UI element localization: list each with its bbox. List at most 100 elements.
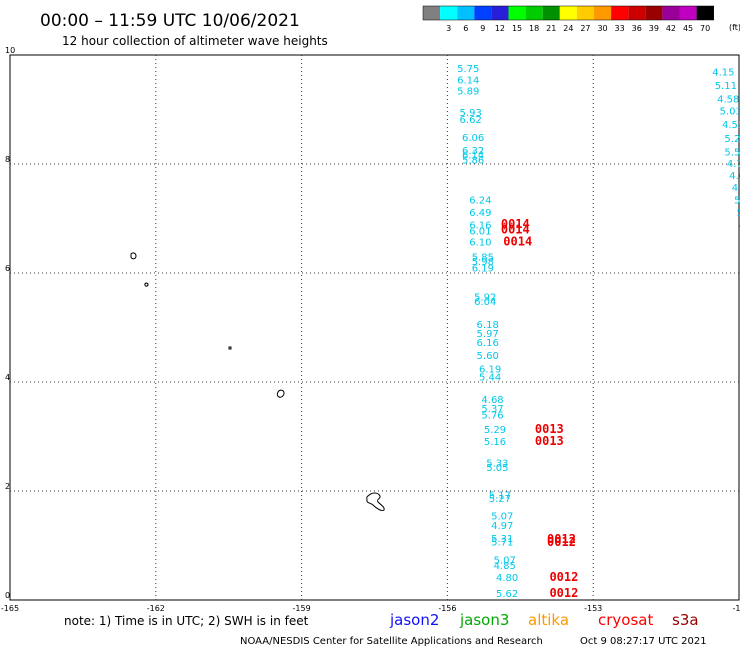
wave-height-label: 6.01 <box>469 226 491 237</box>
wave-height-label: 5.60 <box>477 351 499 362</box>
wave-height-label: 4.97 <box>491 521 513 532</box>
wave-height-label: 5.89 <box>457 86 479 97</box>
wave-height-label: 6.04 <box>474 297 496 308</box>
wave-height-label: 5.93 <box>460 108 482 119</box>
wave-height-label: 6.49 <box>469 208 491 219</box>
wave-height-label: 4.69 <box>729 171 740 182</box>
wave-height-label: 5.27 <box>489 494 511 505</box>
wave-height-label: 6.06 <box>462 133 484 144</box>
island-outline <box>228 346 232 350</box>
wave-height-label: 5.07 <box>494 556 516 567</box>
island-outlines <box>130 252 385 511</box>
wave-height-label: 6.14 <box>462 151 484 162</box>
legend-swatch <box>542 6 560 20</box>
legend-label: 6 <box>463 24 468 33</box>
legend-swatch <box>576 6 594 20</box>
legend-label: 27 <box>580 24 590 33</box>
wave-height-label: 0012 <box>547 535 576 549</box>
y-tick-label: 4 <box>5 373 10 382</box>
legend-border <box>422 5 714 21</box>
wave-height-label: 0014 <box>501 217 530 231</box>
wave-height-label: 5.97 <box>477 329 499 340</box>
wave-height-label: 5.29 <box>484 425 506 436</box>
legend-swatch <box>457 6 475 20</box>
wave-height-label: 5.07 <box>491 512 513 523</box>
wave-height-label: 5.92 <box>474 292 496 303</box>
legend-swatch <box>525 6 543 20</box>
legend-swatch <box>645 6 663 20</box>
timestamp-text: Oct 9 08:27:17 UTC 2021 <box>580 636 707 647</box>
wave-height-label: 0013 <box>535 434 564 448</box>
legend-swatch <box>440 6 458 20</box>
data-points: 5.756.145.895.936.626.066.326.145.866.24… <box>457 64 740 600</box>
wave-height-label: 6.32 <box>462 146 484 157</box>
wave-height-label: 5.23 <box>724 134 740 145</box>
legend-swatch <box>696 6 714 20</box>
chart-subtitle: 12 hour collection of altimeter wave hei… <box>62 34 328 48</box>
legend-label: 33 <box>615 24 625 33</box>
wave-height-label: 5.76 <box>481 411 503 422</box>
island-outline <box>276 389 285 398</box>
wave-height-label: 6.14 <box>457 76 479 87</box>
x-tick-label: -162 <box>147 604 165 613</box>
wave-height-label: 0014 <box>501 222 530 236</box>
satellite-name: altika <box>528 611 569 629</box>
plot-frame <box>9 54 740 601</box>
wave-height-label: 6.16 <box>477 338 499 349</box>
legend-label: 21 <box>546 24 556 33</box>
x-tick-label: -159 <box>293 604 311 613</box>
units-note: note: 1) Time is in UTC; 2) SWH is in fe… <box>64 614 309 628</box>
wave-height-label: 4.80 <box>496 573 518 584</box>
legend-swatch <box>474 6 492 20</box>
y-tick-label: 0 <box>5 591 10 600</box>
wave-height-label: 5.11 <box>715 81 737 92</box>
legend-swatch <box>628 6 646 20</box>
legend-swatch <box>662 6 680 20</box>
legend-swatch <box>611 6 629 20</box>
wave-height-label: 6.19 <box>472 264 494 275</box>
legend-label: 39 <box>649 24 659 33</box>
wave-height-label: 6.19 <box>479 364 501 375</box>
legend-label: 9 <box>480 24 485 33</box>
legend-label: 3 <box>446 24 451 33</box>
legend-swatch <box>679 6 697 20</box>
satellite-name: s3a <box>672 611 699 629</box>
y-tick-label: 10 <box>5 46 15 55</box>
wave-height-label: 5.75 <box>457 64 479 75</box>
legend-label: 45 <box>683 24 693 33</box>
y-tick-label: 2 <box>5 482 10 491</box>
wave-height-label: 6.24 <box>469 195 491 206</box>
legend-label: 24 <box>563 24 573 33</box>
wave-height-label: 0012 <box>549 570 578 584</box>
wave-height-label: 5.37 <box>481 404 503 415</box>
gridlines <box>10 55 739 600</box>
legend-swatch <box>491 6 509 20</box>
wave-height-label: 4.68 <box>481 395 503 406</box>
wave-height-label: 5.18 <box>737 208 740 219</box>
x-tick-label: -153 <box>584 604 602 613</box>
credit-text: NOAA/NESDIS Center for Satellite Applica… <box>240 636 543 647</box>
wave-height-label: 6.18 <box>477 320 499 331</box>
wave-height-label: 5.55 <box>724 147 740 158</box>
wave-height-label: 5.05 <box>486 463 508 474</box>
legend-label: 15 <box>512 24 522 33</box>
wave-height-label: 4.27 <box>732 183 740 194</box>
wave-height-label: 5.71 <box>491 538 513 549</box>
island-outline <box>144 282 149 287</box>
wave-height-label: 4.58 <box>717 95 739 106</box>
wave-height-label: 0012 <box>549 586 578 600</box>
legend-label: 70 <box>700 24 710 33</box>
wave-height-label: 4.55 <box>722 120 740 131</box>
wave-height-label: 5.98 <box>472 257 494 268</box>
wave-height-label: 5.85 <box>472 253 494 264</box>
wave-height-label: 4.15 <box>712 67 734 78</box>
y-tick-label: 8 <box>5 155 10 164</box>
wave-height-label: 5.03 <box>720 107 740 118</box>
legend-label: 36 <box>632 24 642 33</box>
wave-height-label: 5.33 <box>486 459 508 470</box>
x-tick-label: -165 <box>1 604 19 613</box>
wave-height-label: 0014 <box>503 234 532 248</box>
wave-height-label: 4.76 <box>727 159 740 170</box>
wave-height-label: 5.86 <box>462 156 484 167</box>
